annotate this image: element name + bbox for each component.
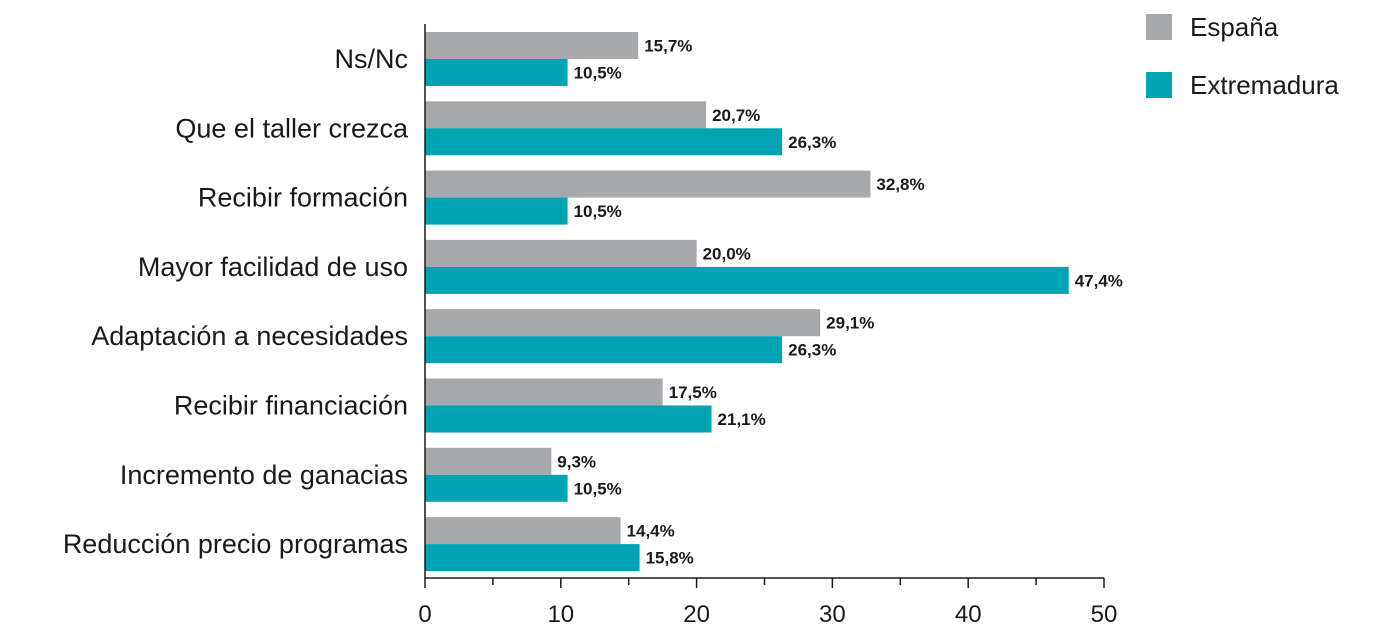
x-tick-label: 30 <box>819 601 846 628</box>
bars-layer: 15,7% 10,5% 20,7% 26,3% 32,8% 10,5% 20,0% 47,4%… <box>425 32 1123 572</box>
value-label: 15,8% <box>646 549 694 568</box>
bar-extremadura-2 <box>425 197 568 225</box>
value-label: 47,4% <box>1075 271 1123 290</box>
value-label: 20,0% <box>703 244 751 263</box>
category-label: Adaptación a necesidades <box>91 321 408 351</box>
bar-extremadura-0 <box>425 59 568 86</box>
bar-espana-6 <box>425 447 552 475</box>
bar-extremadura-3 <box>425 266 1069 294</box>
category-label: Recibir financiación <box>174 391 408 421</box>
value-label: 10,5% <box>574 202 622 221</box>
legend: España Extremadura <box>1146 12 1339 100</box>
bar-espana-7 <box>425 517 621 545</box>
category-label: Mayor facilidad de uso <box>138 252 408 282</box>
category-label: Ns/Nc <box>335 44 409 74</box>
legend-label: Extremadura <box>1190 70 1339 100</box>
x-tick-label: 0 <box>418 601 431 628</box>
legend-swatch <box>1146 72 1172 98</box>
value-label: 10,5% <box>574 64 622 83</box>
bar-espana-2 <box>425 170 871 198</box>
bar-espana-1 <box>425 101 707 129</box>
value-label: 14,4% <box>627 522 675 541</box>
x-tick-label: 20 <box>683 601 710 628</box>
category-label: Incremento de ganacias <box>120 460 408 490</box>
value-label: 9,3% <box>557 452 596 471</box>
bar-espana-3 <box>425 239 697 267</box>
bar-espana-4 <box>425 309 821 337</box>
bar-extremadura-1 <box>425 128 783 156</box>
legend-swatch <box>1146 14 1172 40</box>
category-label: Que el taller crezca <box>175 113 409 143</box>
legend-label: España <box>1190 12 1279 42</box>
value-label: 17,5% <box>669 383 717 402</box>
value-label: 26,3% <box>788 341 836 360</box>
bar-espana-5 <box>425 378 663 406</box>
category-label: Recibir formación <box>198 183 408 213</box>
bar-extremadura-6 <box>425 474 568 502</box>
value-label: 29,1% <box>826 314 874 333</box>
category-label: Reducción precio programas <box>63 529 408 559</box>
category-labels: Ns/Nc Que el taller crezca Recibir formaci… <box>63 44 409 559</box>
x-tick-label: 40 <box>955 601 982 628</box>
x-tick-label: 10 <box>547 601 574 628</box>
bar-extremadura-5 <box>425 405 712 433</box>
x-tick-label: 50 <box>1091 601 1118 628</box>
value-label: 10,5% <box>574 479 622 498</box>
bar-extremadura-7 <box>425 544 640 572</box>
bar-espana-0 <box>425 32 639 59</box>
value-label: 21,1% <box>718 410 766 429</box>
value-label: 26,3% <box>788 133 836 152</box>
value-label: 15,7% <box>644 37 692 56</box>
x-axis: 0 10 20 30 40 50 <box>418 24 1117 628</box>
bar-extremadura-4 <box>425 336 783 364</box>
value-label: 32,8% <box>876 175 924 194</box>
value-label: 20,7% <box>712 106 760 125</box>
